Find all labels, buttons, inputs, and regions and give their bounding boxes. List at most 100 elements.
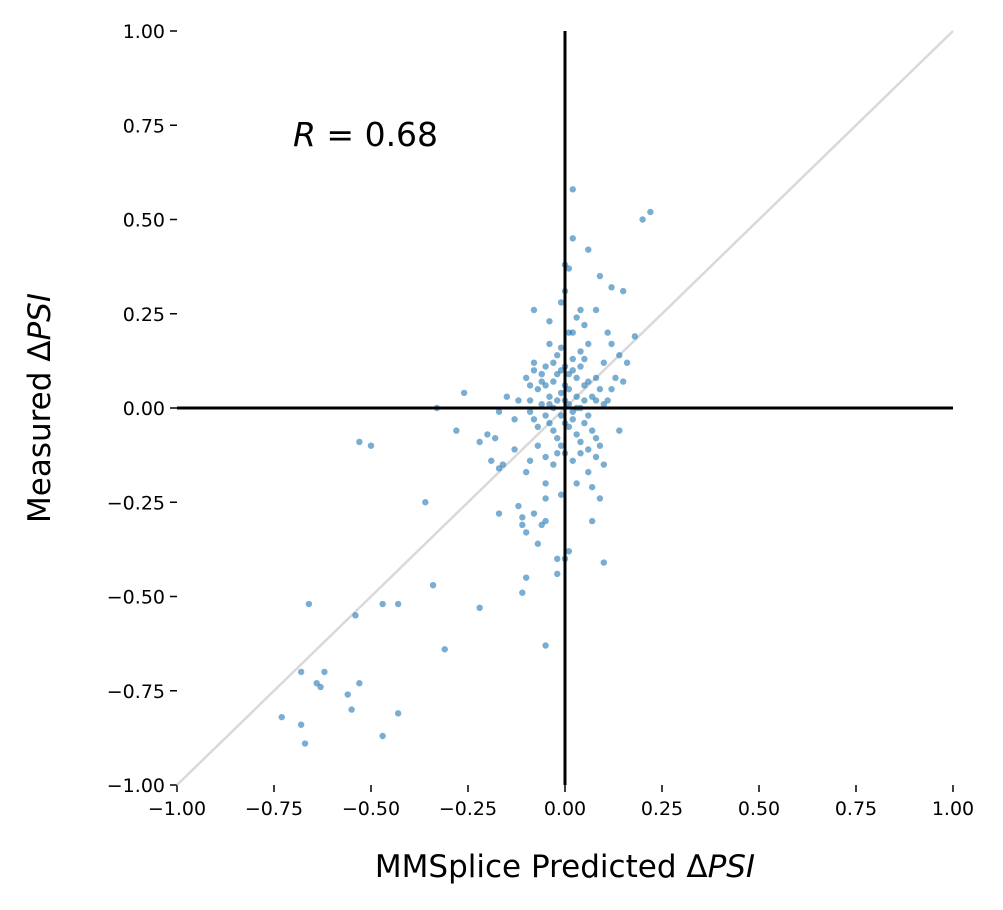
data-point	[569, 367, 576, 374]
data-point	[550, 378, 557, 385]
data-point	[585, 446, 592, 453]
data-point	[554, 352, 561, 359]
data-point	[523, 468, 530, 476]
data-point	[523, 529, 530, 536]
data-point	[538, 370, 545, 378]
ticks-layer: −1.00 −0.75 −0.50 −0.25 0.00 0.25 0.50 0.75 1.00…	[107, 21, 974, 820]
data-point	[557, 299, 565, 306]
data-point	[534, 423, 542, 431]
data-point	[616, 427, 623, 434]
data-point	[344, 691, 351, 698]
data-point	[356, 438, 363, 446]
data-point	[503, 393, 510, 400]
data-point	[588, 483, 596, 491]
data-point	[546, 419, 553, 427]
data-point	[550, 427, 557, 434]
annotation-variable: R	[293, 115, 316, 154]
y-tick-label: 0.25	[123, 304, 165, 326]
data-point	[394, 600, 402, 608]
data-point	[530, 510, 538, 517]
data-point	[608, 340, 615, 348]
data-point	[573, 374, 580, 382]
data-point	[604, 329, 611, 336]
data-point	[573, 480, 580, 487]
data-point	[321, 668, 328, 676]
data-point	[581, 397, 588, 404]
data-point	[554, 570, 561, 578]
data-point	[550, 461, 557, 468]
data-point	[569, 457, 576, 464]
data-point	[616, 352, 623, 359]
data-point	[604, 397, 611, 404]
data-point	[534, 442, 542, 449]
y-axis-label: Measured ΔPSI	[22, 293, 58, 523]
data-point	[542, 453, 549, 461]
data-point	[495, 465, 503, 472]
data-point	[305, 600, 313, 608]
data-point	[596, 385, 604, 393]
data-point	[546, 393, 553, 400]
x-tick-label: 1.00	[932, 798, 974, 820]
y-tick-label: 0.50	[123, 210, 165, 232]
data-point	[429, 581, 437, 589]
annotation: R = 0.68	[293, 115, 438, 154]
data-point	[523, 374, 530, 382]
data-point	[573, 431, 580, 438]
data-point	[526, 382, 534, 389]
data-point	[491, 434, 499, 442]
x-tick-label: 0.00	[544, 798, 586, 820]
data-point	[647, 208, 654, 216]
data-point	[379, 732, 386, 740]
x-tick-label: −0.75	[245, 798, 303, 820]
points-layer	[278, 186, 654, 747]
x-tick-label: 0.75	[835, 798, 877, 820]
data-point	[542, 495, 549, 502]
y-tick-label: −0.25	[107, 492, 165, 514]
data-point	[573, 393, 580, 400]
data-point	[581, 419, 588, 427]
data-point	[596, 272, 604, 280]
data-point	[623, 359, 631, 366]
data-point	[620, 287, 627, 295]
data-point	[519, 521, 526, 529]
y-tick-label: 0.75	[123, 115, 165, 137]
data-point	[297, 668, 305, 676]
data-point	[542, 382, 549, 389]
data-point	[488, 457, 495, 464]
data-point	[379, 600, 386, 608]
data-point	[554, 555, 561, 562]
data-point	[600, 461, 607, 468]
data-point	[356, 680, 363, 687]
y-tick-label: −1.00	[107, 775, 165, 797]
data-point	[530, 359, 538, 366]
data-point	[557, 412, 565, 419]
data-point	[530, 367, 538, 374]
data-point	[585, 340, 592, 348]
data-point	[538, 521, 545, 529]
data-point	[495, 408, 503, 415]
annotation-value: = 0.68	[316, 115, 438, 154]
data-point	[592, 453, 600, 461]
data-point	[554, 434, 561, 442]
data-point	[297, 721, 305, 728]
data-point	[484, 431, 491, 438]
data-point	[511, 416, 518, 423]
y-tick-label: 1.00	[123, 21, 165, 43]
data-point	[577, 363, 584, 370]
data-point	[534, 540, 542, 547]
data-point	[581, 321, 588, 329]
data-point	[557, 491, 565, 498]
data-point	[596, 442, 604, 449]
data-point	[565, 548, 573, 555]
data-point	[569, 355, 576, 363]
y-tick-label: −0.75	[107, 681, 165, 703]
data-point	[546, 401, 553, 408]
data-point	[608, 284, 615, 291]
data-point	[577, 348, 584, 355]
data-point	[569, 329, 576, 336]
data-point	[523, 574, 530, 581]
x-tick-label: 0.25	[641, 798, 683, 820]
data-point	[441, 646, 448, 653]
data-point	[394, 710, 402, 717]
